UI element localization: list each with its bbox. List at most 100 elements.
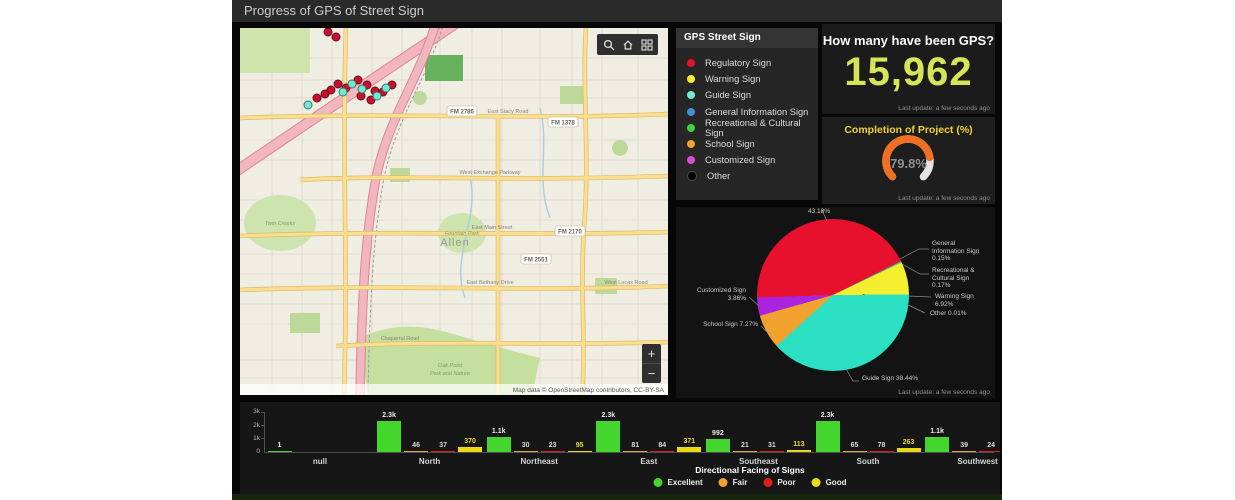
bar-poor-northeast[interactable] — [540, 451, 565, 452]
bar-category-label: South — [856, 457, 880, 466]
pie-leader-lines — [748, 209, 932, 382]
bar-value-label: 1.1k — [930, 428, 944, 436]
legend-item-recreational-cultural-sign: Recreational & Cultural Sign — [687, 117, 818, 138]
legend-swatch-icon — [687, 171, 697, 182]
bar-value-label: 2.3k — [820, 412, 835, 420]
bar-value-label: 78 — [877, 441, 886, 449]
bar-excellent-north[interactable] — [377, 421, 402, 452]
bar-good-south[interactable] — [896, 448, 921, 452]
map-point-guide-sign[interactable] — [357, 84, 367, 94]
map-point-regulatory-sign[interactable] — [333, 79, 343, 89]
bar-value-label: 263 — [902, 439, 915, 447]
legend-item-customized-sign: Customized Sign — [687, 152, 818, 168]
bar-category-label: North — [418, 457, 441, 466]
bar-fair-north[interactable] — [404, 451, 429, 452]
map-point-guide-sign[interactable] — [372, 91, 382, 101]
bar-excellent-null[interactable] — [267, 451, 292, 452]
home-icon[interactable] — [619, 36, 636, 53]
zoom-in-button[interactable]: + — [647, 346, 656, 361]
svg-text:East Main Street: East Main Street — [472, 225, 513, 231]
bar-legend-label: Poor — [777, 478, 796, 487]
pie-callout-school-sign: School Sign 7.27% — [703, 321, 758, 328]
map-point-regulatory-sign[interactable] — [320, 89, 330, 99]
map-point-guide-sign[interactable] — [338, 87, 348, 97]
legend-item-label: Recreational & Cultural Sign — [705, 117, 801, 138]
bar-value-label: 370 — [464, 438, 476, 446]
map-point-guide-sign[interactable] — [381, 83, 391, 93]
legend-item-list: Regulatory Sign Warning Sign Guide Sign Gen… — [676, 48, 818, 185]
bar-good-east[interactable] — [677, 447, 702, 452]
bar-category-label: East — [640, 457, 658, 466]
counter-title: How many have been GPS? — [822, 33, 995, 48]
svg-text:Park and Nature: Park and Nature — [430, 371, 470, 377]
bar-good-northeast[interactable] — [567, 450, 592, 452]
bar-legend-swatch-icon — [718, 478, 728, 487]
bar-poor-east[interactable] — [650, 450, 675, 452]
y-tickmark — [261, 425, 265, 426]
legend-item-label: Guide Sign — [705, 90, 751, 101]
attribution-bar — [240, 384, 668, 395]
svg-text:FM 1378: FM 1378 — [551, 121, 575, 127]
map-canvas[interactable]: FM 2786 FM 1378 FM 2170 FM 2551 East Sta… — [232, 17, 669, 396]
bar-fair-southeast[interactable] — [732, 451, 757, 452]
pie-callout-warning-sign: Warning Sign 6.92% — [935, 293, 974, 308]
svg-text:Twin Creeks: Twin Creeks — [265, 221, 295, 227]
bar-value-label: 2.3k — [601, 412, 616, 420]
bar-fair-east[interactable] — [623, 450, 648, 452]
bar-excellent-east[interactable] — [596, 421, 621, 452]
svg-text:West Exchange Parkway: West Exchange Parkway — [459, 170, 520, 176]
bar-poor-southeast[interactable] — [759, 451, 784, 452]
bar-legend-item-poor: Poor — [763, 478, 796, 487]
bar-good-north[interactable] — [458, 447, 483, 452]
gauge-title: Completion of Project (%) — [844, 124, 973, 136]
bar-value-label: 371 — [683, 438, 696, 446]
bar-excellent-south[interactable] — [815, 421, 840, 452]
search-icon[interactable] — [600, 36, 617, 53]
bar-value-label: 46 — [412, 442, 420, 449]
gauge-arc — [882, 135, 934, 187]
legend-swatch-icon — [687, 91, 695, 100]
legend-swatch-icon — [687, 156, 695, 165]
bar-good-southeast[interactable] — [786, 450, 811, 452]
map-point-regulatory-sign[interactable] — [323, 27, 333, 37]
pie-chart[interactable] — [757, 219, 909, 371]
bar-legend-swatch-icon — [811, 478, 821, 487]
map-point-regulatory-sign[interactable] — [312, 93, 322, 103]
svg-text:Oak Point: Oak Point — [438, 363, 463, 369]
dashboard-title: Progress of GPS of Street Sign — [244, 3, 424, 18]
zoom-out-button[interactable]: − — [647, 366, 656, 381]
bar-legend-swatch-icon — [653, 478, 663, 487]
map-zoom-control: + − — [642, 344, 661, 383]
bar-excellent-southeast[interactable] — [705, 438, 730, 452]
bar-value-label: 113 — [793, 441, 805, 449]
bar-legend-swatch-icon — [763, 478, 773, 487]
bar-fair-south[interactable] — [842, 451, 867, 452]
y-tick: 2k — [253, 421, 260, 429]
legend-item-label: Regulatory Sign — [705, 58, 772, 69]
map-point-guide-sign[interactable] — [303, 100, 313, 110]
bar-excellent-northeast[interactable] — [486, 437, 511, 452]
bar-value-label: 81 — [631, 441, 640, 449]
basemap-grid-icon[interactable] — [638, 36, 655, 53]
bar-value-label: 84 — [658, 441, 667, 449]
bar-category-label: Northeast — [520, 457, 558, 466]
bar-fair-northeast[interactable] — [513, 451, 538, 452]
bar-value-label: 37 — [439, 442, 447, 449]
map-panel[interactable]: FM 2786 FM 1378 FM 2170 FM 2551 East Sta… — [232, 17, 669, 396]
map-point-guide-sign[interactable] — [347, 79, 357, 89]
legend-item-guide-sign: Guide Sign — [687, 87, 818, 103]
counter-last-update: Last update: a few seconds ago — [898, 105, 990, 112]
bar-value-label: 992 — [712, 429, 724, 437]
bar-poor-north[interactable] — [431, 451, 456, 452]
bar-fair-southwest[interactable] — [952, 451, 977, 452]
bar-poor-south[interactable] — [869, 450, 894, 452]
bar-excellent-southwest[interactable] — [925, 437, 950, 452]
legend-swatch-icon — [687, 140, 695, 149]
city-label: Allen — [440, 237, 469, 249]
svg-text:FM 2170: FM 2170 — [558, 230, 582, 236]
bar-chart-panel: 3k 2k 1k 0 1 2.3k 1.1k 2.3k 992 2.3k 1.1k 46 30 8… — [240, 402, 1000, 494]
map-point-regulatory-sign[interactable] — [331, 32, 341, 42]
svg-text:West Lucas Road: West Lucas Road — [604, 280, 647, 286]
gauge-value: 79.8% — [890, 156, 927, 171]
bar-poor-southwest[interactable] — [979, 451, 1000, 452]
